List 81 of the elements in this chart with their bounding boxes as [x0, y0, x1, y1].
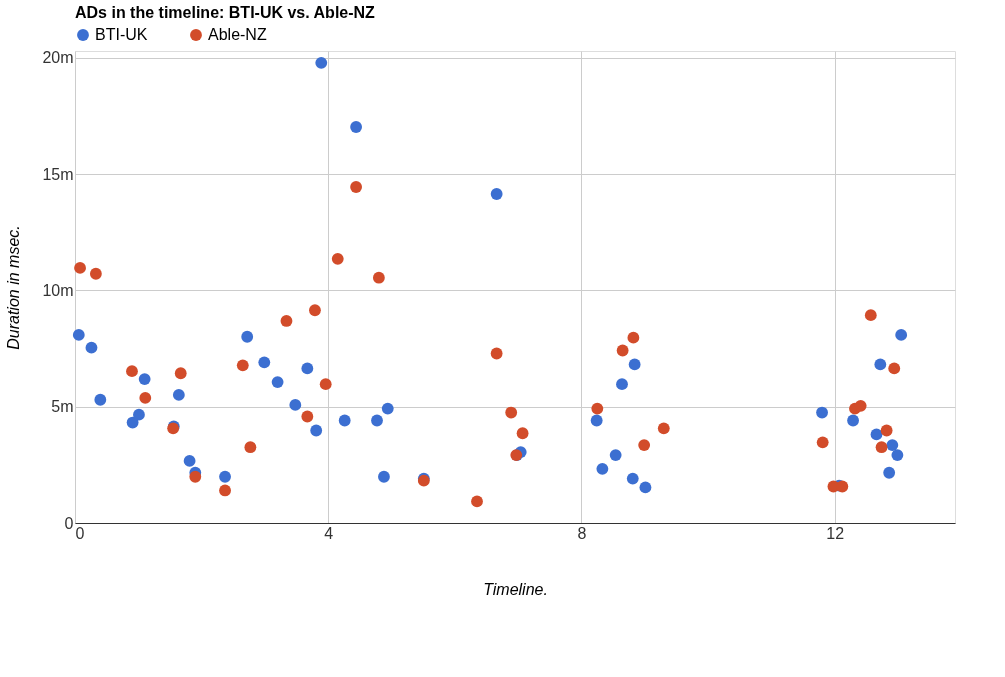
point: [847, 414, 859, 427]
point: [378, 470, 390, 483]
point: [883, 466, 896, 479]
point: [236, 359, 249, 372]
point: [289, 398, 302, 411]
point: [271, 376, 284, 388]
point: [74, 262, 86, 274]
point: [172, 388, 185, 401]
point: [627, 331, 640, 344]
point: [591, 402, 604, 415]
point: [471, 495, 483, 508]
point: [85, 341, 98, 354]
point: [350, 121, 363, 133]
point: [280, 315, 293, 327]
point: [864, 309, 877, 322]
point: [139, 392, 152, 404]
point: [301, 410, 314, 423]
legend-label: Able-NZ: [208, 26, 267, 43]
point: [854, 399, 867, 412]
point: [219, 484, 231, 497]
x-tick-label: 4: [324, 524, 334, 542]
point: [310, 424, 323, 437]
point: [219, 470, 231, 483]
point: [816, 406, 828, 419]
point: [639, 481, 652, 494]
point: [72, 328, 85, 341]
point: [244, 441, 257, 454]
point: [89, 267, 102, 280]
point: [301, 362, 314, 375]
point: [350, 181, 363, 193]
point: [628, 358, 641, 371]
point: [626, 472, 639, 485]
point: [315, 56, 328, 69]
point: [241, 330, 254, 343]
point: [94, 393, 107, 406]
y-tick-label: 10m: [42, 281, 74, 299]
point: [189, 470, 202, 483]
point: [516, 427, 529, 440]
point: [372, 271, 385, 284]
x-tick-label: 12: [826, 524, 845, 542]
point: [888, 362, 901, 375]
point: [258, 356, 271, 369]
x-axis-title: Timeline.: [483, 580, 548, 598]
point: [870, 428, 883, 441]
point: [616, 344, 629, 357]
point: [891, 449, 904, 462]
point: [609, 449, 622, 462]
point: [816, 436, 829, 449]
point: [126, 365, 138, 378]
point: [880, 424, 893, 437]
point: [338, 414, 351, 427]
x-tick-label: 0: [75, 524, 85, 542]
point: [381, 402, 394, 415]
point: [490, 188, 503, 200]
point: [875, 441, 888, 454]
y-tick-label: 5m: [51, 398, 74, 416]
point: [505, 406, 518, 419]
point: [319, 378, 332, 391]
point: [596, 462, 609, 475]
point: [490, 347, 503, 360]
point: [886, 439, 899, 452]
point: [309, 304, 321, 317]
point: [174, 367, 187, 380]
point: [331, 252, 344, 265]
point: [616, 378, 628, 391]
point: [183, 455, 196, 467]
point: [138, 373, 151, 385]
y-axis-title: Duration in msec.: [5, 225, 23, 350]
y-tick-label: 20m: [42, 49, 74, 67]
point: [371, 414, 383, 427]
point: [126, 416, 139, 429]
point: [638, 439, 651, 452]
point: [874, 358, 887, 371]
point: [657, 422, 670, 435]
point: [895, 328, 908, 341]
point: [590, 414, 603, 427]
chart-title: ADs in the timeline: BTI-UK vs. Able-NZ: [75, 4, 376, 21]
x-tick-label: 8: [577, 524, 587, 542]
legend-label: BTI-UK: [95, 26, 148, 43]
point: [133, 408, 145, 421]
y-tick-label: 15m: [42, 165, 74, 183]
